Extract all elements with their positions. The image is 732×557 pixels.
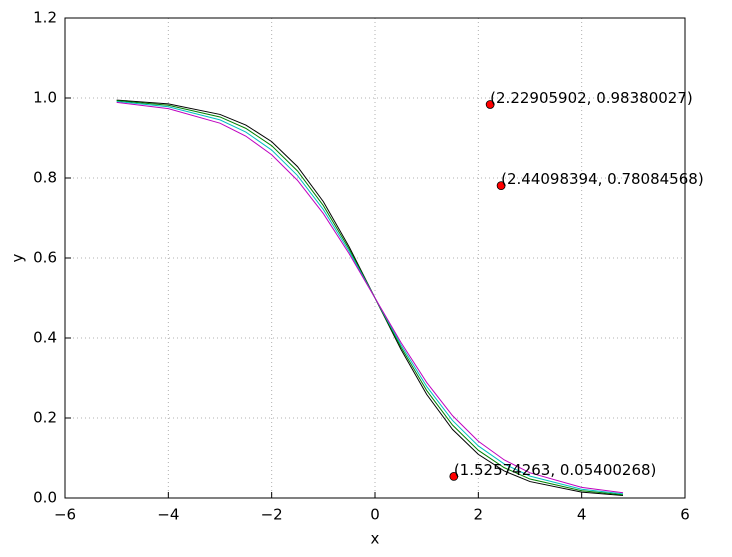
y-tick-label: 0.6: [33, 249, 57, 267]
scatter-point: [496, 181, 506, 191]
x-axis-label: x: [371, 530, 380, 548]
x-tick-label: −6: [54, 506, 76, 524]
y-tick-label: 1.2: [33, 9, 57, 27]
y-tick-label: 0.8: [33, 169, 57, 187]
y-tick-label: 0.0: [33, 489, 57, 507]
line-series: [116, 99, 624, 496]
y-tick-label: 0.4: [33, 329, 57, 347]
x-tick-label: −4: [157, 506, 179, 524]
plot-frame: [64, 17, 686, 499]
x-tick-label: 0: [370, 506, 380, 524]
point-annotation: (1.52574263, 0.05400268): [454, 461, 657, 479]
line-series: [116, 101, 624, 494]
point-annotation: (2.44098394, 0.78084568): [501, 170, 704, 188]
scatter-point: [449, 471, 459, 481]
y-axis-label: y: [9, 253, 27, 262]
y-tick-label: 0.2: [33, 409, 57, 427]
x-tick-label: 2: [474, 506, 484, 524]
scatter-point: [485, 100, 495, 109]
x-tick-label: 4: [577, 506, 587, 524]
line-series: [116, 100, 624, 495]
y-tick-label: 1.0: [33, 89, 57, 107]
x-tick-label: 6: [680, 506, 690, 524]
point-annotation: (2.22905902, 0.98380027): [490, 89, 693, 107]
x-tick-label: −2: [261, 506, 283, 524]
line-series: [116, 100, 624, 496]
